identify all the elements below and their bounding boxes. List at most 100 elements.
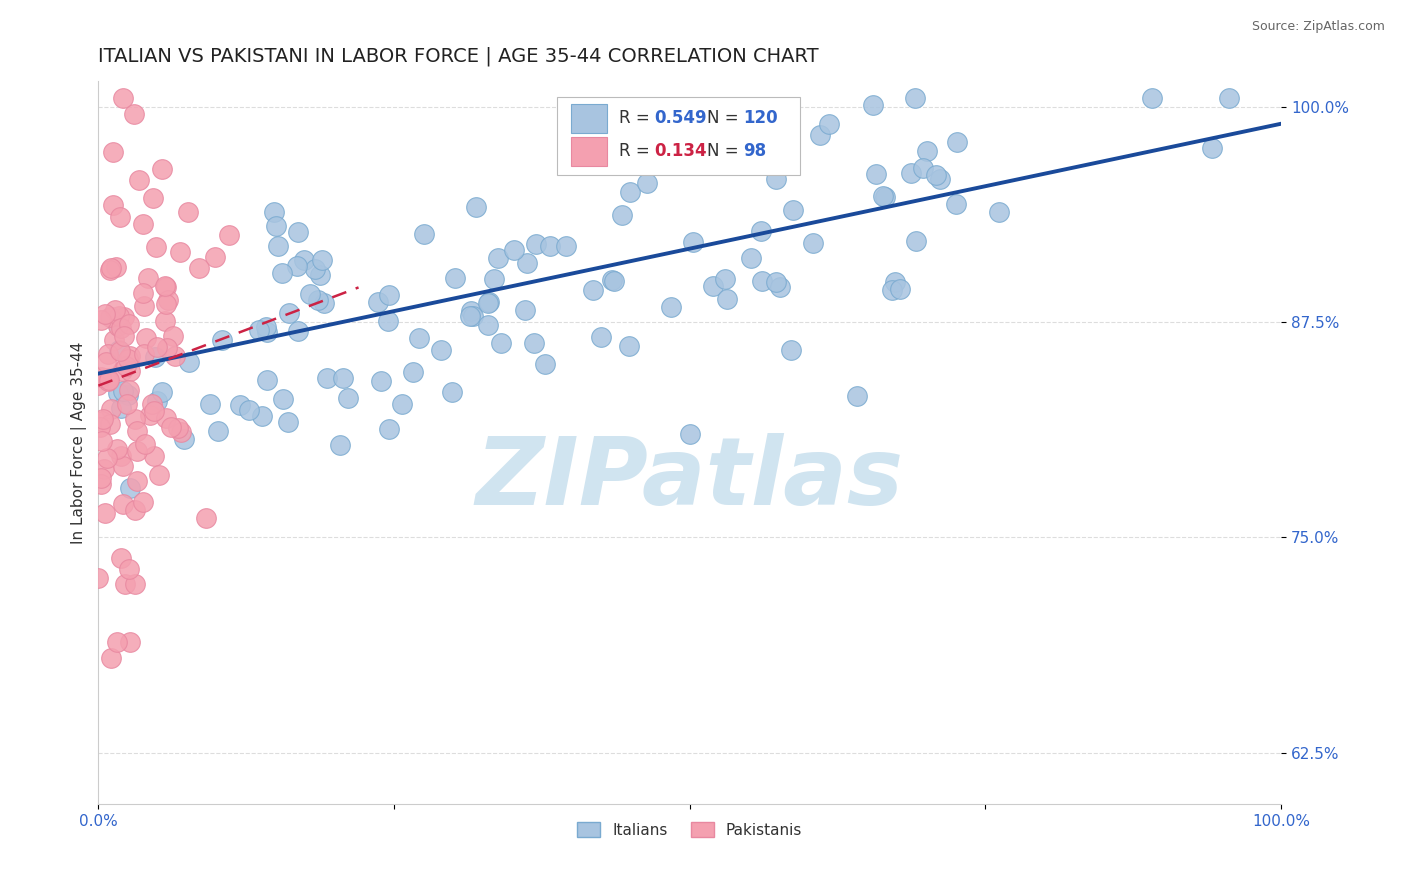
Point bbox=[112, 496, 135, 510]
Point bbox=[749, 224, 772, 238]
Point bbox=[1201, 140, 1223, 154]
Point bbox=[125, 443, 148, 458]
Point bbox=[603, 274, 626, 288]
Point bbox=[114, 359, 136, 373]
Point bbox=[117, 388, 139, 402]
Point bbox=[112, 328, 135, 343]
Point bbox=[170, 425, 193, 439]
Point bbox=[112, 310, 135, 325]
Point bbox=[477, 296, 499, 310]
Point bbox=[167, 420, 190, 434]
Point bbox=[198, 397, 221, 411]
Point bbox=[915, 144, 938, 158]
Point bbox=[120, 350, 142, 364]
Point bbox=[134, 437, 156, 451]
Point bbox=[156, 293, 179, 307]
Point bbox=[165, 349, 187, 363]
Point bbox=[486, 251, 509, 265]
Point bbox=[141, 397, 163, 411]
Point bbox=[103, 333, 125, 347]
Point bbox=[311, 252, 333, 267]
Point bbox=[489, 336, 512, 351]
Point bbox=[846, 389, 869, 403]
Point bbox=[287, 225, 309, 239]
Point bbox=[329, 438, 352, 452]
Point bbox=[90, 370, 112, 384]
Text: 0.549: 0.549 bbox=[654, 109, 707, 127]
Point bbox=[465, 200, 488, 214]
Point bbox=[98, 417, 121, 432]
Point bbox=[477, 318, 499, 332]
Point bbox=[298, 287, 321, 301]
Point bbox=[145, 240, 167, 254]
Point bbox=[136, 270, 159, 285]
Point bbox=[377, 314, 399, 328]
Point bbox=[134, 346, 156, 360]
Point bbox=[105, 442, 128, 456]
Point bbox=[254, 319, 277, 334]
Point bbox=[98, 263, 121, 277]
Point bbox=[460, 309, 482, 323]
Point bbox=[751, 274, 773, 288]
Point bbox=[523, 336, 546, 351]
Point bbox=[101, 145, 124, 159]
Point bbox=[264, 219, 287, 234]
Text: N =: N = bbox=[707, 109, 744, 127]
Point bbox=[589, 330, 612, 344]
Point bbox=[988, 204, 1011, 219]
Point bbox=[132, 217, 155, 231]
Point bbox=[107, 309, 129, 323]
Point bbox=[131, 495, 153, 509]
Point bbox=[682, 235, 704, 249]
Point bbox=[309, 268, 332, 283]
Point bbox=[765, 275, 787, 289]
Point bbox=[443, 271, 465, 285]
Point bbox=[256, 325, 278, 339]
Point bbox=[277, 415, 299, 429]
Point bbox=[880, 283, 903, 297]
Point bbox=[285, 260, 308, 274]
Point bbox=[782, 203, 804, 218]
Point bbox=[110, 401, 132, 415]
Point bbox=[218, 228, 240, 243]
Point bbox=[945, 135, 967, 149]
Point bbox=[769, 280, 792, 294]
Point bbox=[780, 343, 803, 357]
Point bbox=[100, 310, 122, 325]
Point bbox=[267, 239, 290, 253]
Point bbox=[155, 297, 177, 311]
Point bbox=[100, 651, 122, 665]
Bar bbox=[571, 103, 607, 133]
Point bbox=[90, 476, 112, 491]
Text: R =: R = bbox=[619, 142, 655, 160]
Point bbox=[110, 449, 132, 463]
Point bbox=[610, 209, 633, 223]
Point bbox=[378, 422, 401, 436]
Point bbox=[247, 323, 270, 337]
Text: Source: ZipAtlas.com: Source: ZipAtlas.com bbox=[1251, 20, 1385, 33]
Point bbox=[91, 434, 114, 449]
Point bbox=[94, 308, 117, 322]
Point bbox=[391, 397, 413, 411]
Point bbox=[659, 300, 682, 314]
Point bbox=[872, 189, 894, 203]
Point bbox=[118, 634, 141, 648]
Point bbox=[263, 205, 285, 219]
Point bbox=[124, 411, 146, 425]
Point bbox=[582, 283, 605, 297]
Point bbox=[402, 365, 425, 379]
Point bbox=[90, 470, 112, 484]
Point bbox=[146, 394, 169, 409]
Point bbox=[115, 396, 138, 410]
Point bbox=[169, 245, 191, 260]
Point bbox=[162, 329, 184, 343]
Point bbox=[889, 282, 911, 296]
Text: ITALIAN VS PAKISTANI IN LABOR FORCE | AGE 35-44 CORRELATION CHART: ITALIAN VS PAKISTANI IN LABOR FORCE | AG… bbox=[98, 46, 818, 66]
Point bbox=[159, 419, 181, 434]
Point bbox=[256, 373, 278, 387]
Point bbox=[87, 377, 110, 392]
Point bbox=[875, 190, 897, 204]
Point bbox=[97, 347, 120, 361]
FancyBboxPatch shape bbox=[557, 96, 800, 175]
Point bbox=[100, 261, 122, 276]
